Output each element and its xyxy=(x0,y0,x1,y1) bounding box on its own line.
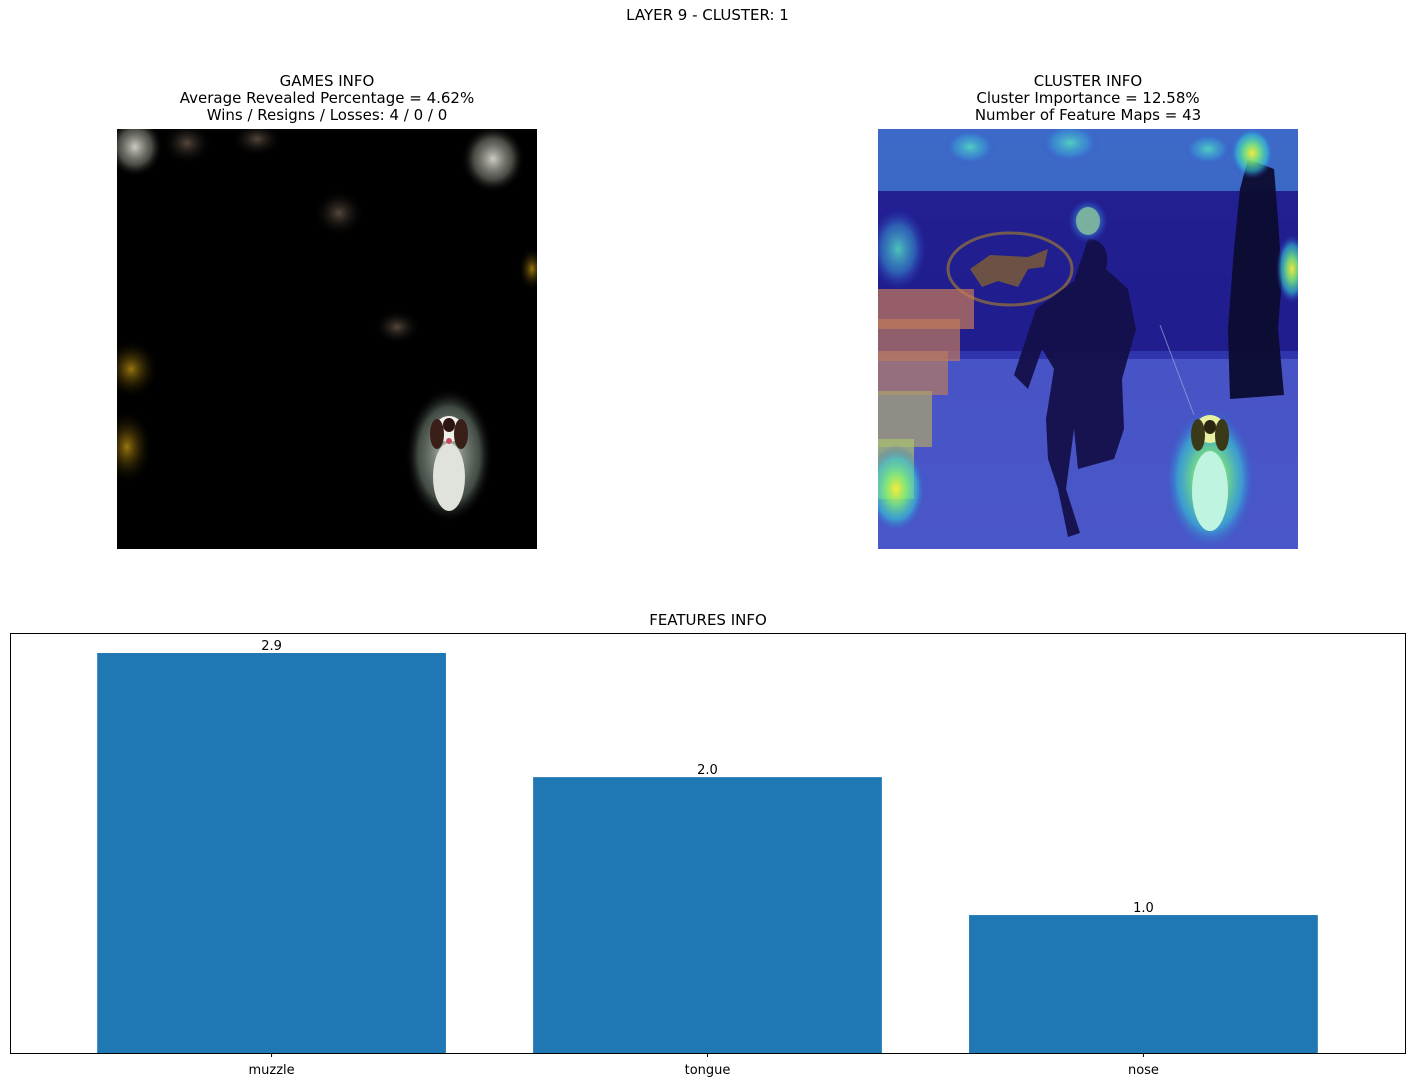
cluster-heatmap-image xyxy=(878,129,1298,549)
revealed-percentage-text: Average Revealed Percentage = 4.62% xyxy=(179,89,475,107)
bar-muzzle xyxy=(97,653,446,1053)
games-info-title: GAMES INFO xyxy=(279,72,375,90)
bar-value-label-tongue: 2.0 xyxy=(697,763,718,778)
games-info-title-block: GAMES INFO Average Revealed Percentage =… xyxy=(117,73,537,124)
x-tick-label-nose: nose xyxy=(1128,1063,1159,1078)
bar-value-label-muzzle: 2.9 xyxy=(261,639,282,654)
cluster-importance-text: Cluster Importance = 12.58% xyxy=(976,89,1200,107)
feature-maps-count-text: Number of Feature Maps = 43 xyxy=(974,106,1202,124)
bar-value-label-nose: 1.0 xyxy=(1133,901,1154,916)
cluster-info-title-block: CLUSTER INFO Cluster Importance = 12.58%… xyxy=(878,73,1298,124)
bar-tongue xyxy=(533,777,882,1053)
x-tick-label-tongue: tongue xyxy=(685,1063,731,1078)
chart-title: FEATURES INFO xyxy=(649,611,767,629)
revealed-image xyxy=(117,129,537,549)
figure-title: LAYER 9 - CLUSTER: 1 xyxy=(626,6,789,24)
wins-resigns-losses-text: Wins / Resigns / Losses: 4 / 0 / 0 xyxy=(206,106,448,124)
cluster-info-title: CLUSTER INFO xyxy=(1033,72,1143,90)
bar-nose xyxy=(969,915,1318,1053)
x-tick-label-muzzle: muzzle xyxy=(248,1063,294,1078)
